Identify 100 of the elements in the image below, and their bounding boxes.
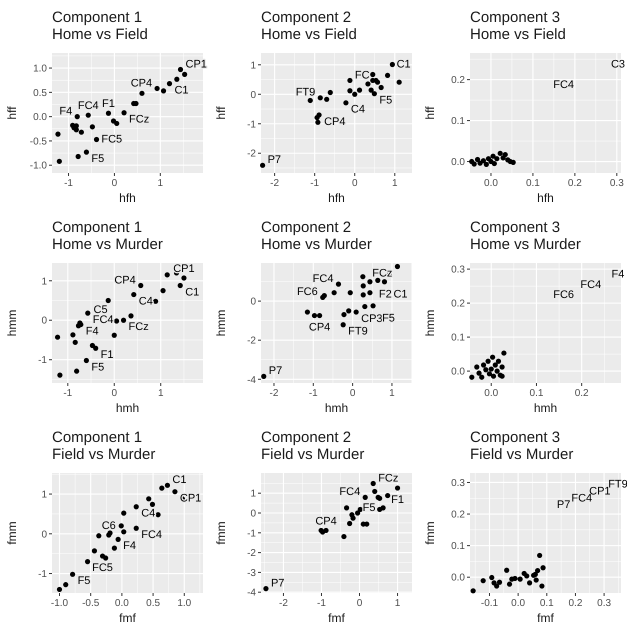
x-tick-label: -1 [63, 388, 73, 399]
point [474, 364, 480, 370]
chart-title: Component 1 Home vs Field [52, 9, 148, 43]
y-axis-title: hff [214, 106, 228, 120]
point [181, 275, 187, 281]
x-tick-label: -1 [64, 178, 74, 189]
y-tick-label: 0 [41, 316, 48, 327]
data-label: C5 [94, 304, 108, 316]
point [485, 358, 491, 364]
point [360, 283, 366, 288]
point [347, 88, 353, 94]
x-tick-label: 0.2 [568, 598, 583, 609]
point [494, 156, 500, 162]
y-tick-label: -2 [247, 336, 256, 347]
x-axis-title: hmh [116, 401, 140, 415]
point [154, 86, 160, 92]
point [112, 546, 117, 551]
point [344, 505, 350, 510]
point [390, 62, 395, 68]
point [55, 132, 61, 137]
y-tick-label: -2 [247, 148, 256, 160]
point [304, 309, 310, 315]
point [70, 572, 76, 577]
point [134, 504, 139, 510]
point [488, 366, 494, 372]
y-tick-label: 0.1 [451, 541, 466, 552]
x-tick-label: 0 [356, 598, 363, 609]
x-tick-label: -1 [317, 598, 326, 609]
point [490, 154, 496, 159]
data-label: F4 [59, 105, 72, 118]
x-axis-title: fmf [537, 611, 554, 625]
point [316, 112, 322, 118]
y-tick-label: -4 [247, 588, 256, 599]
point [360, 292, 366, 298]
point [490, 354, 496, 360]
point [174, 76, 180, 82]
point [365, 81, 371, 87]
point [372, 91, 377, 96]
y-tick-label: 0.2 [451, 298, 466, 310]
point [490, 374, 496, 379]
point [139, 90, 145, 96]
data-label: FC4 [312, 272, 334, 285]
point [315, 120, 320, 125]
data-label: F4 [86, 325, 99, 338]
y-axis-title: fmm [5, 521, 19, 545]
point [84, 358, 89, 364]
data-label: CP4 [114, 274, 136, 286]
x-tick-label: -1.0 [50, 598, 69, 609]
point [94, 136, 100, 142]
x-tick-label: 0 [350, 388, 356, 399]
data-label: F5 [382, 312, 395, 325]
point [116, 536, 121, 542]
x-axis-title: hfh [537, 191, 554, 205]
y-tick-label: -3 [247, 568, 256, 579]
chart-title: Component 2 Home vs Field [261, 9, 357, 43]
y-axis-title: fmm [423, 521, 437, 545]
x-tick-label: -1 [308, 388, 318, 399]
point [70, 332, 76, 338]
point [480, 158, 486, 164]
data-label: FCz [128, 321, 149, 334]
point [263, 586, 269, 592]
point [56, 158, 62, 164]
data-label: F1 [391, 494, 404, 506]
y-tick-label: 0 [250, 90, 256, 101]
point [494, 368, 500, 374]
point [350, 516, 356, 521]
point [354, 309, 359, 315]
annotation: P7 [556, 499, 570, 512]
y-tick-label: 0.0 [451, 366, 466, 378]
point [332, 290, 337, 296]
chart-title: Component 3 Field vs Murder [470, 429, 574, 463]
point [470, 588, 476, 594]
data-label: FC4 [141, 529, 162, 542]
data-label: FC4 [78, 100, 99, 112]
data-label: C1 [396, 58, 411, 70]
point [121, 529, 126, 534]
data-label: CP4 [324, 116, 346, 128]
x-axis-title: hfh [119, 191, 136, 205]
point [78, 130, 84, 135]
data-label: C1 [393, 288, 408, 301]
point [385, 492, 390, 498]
y-tick-label: 0.1 [451, 116, 466, 128]
data-label: FC4 [92, 314, 114, 326]
point [76, 154, 81, 160]
x-axis-title: hmh [534, 401, 558, 415]
point [182, 72, 188, 77]
data-label: C4 [138, 295, 153, 308]
point [312, 312, 318, 318]
point [380, 505, 386, 510]
y-tick-label: 0.0 [33, 112, 48, 124]
x-tick-label: 0.1 [540, 598, 554, 609]
point [367, 279, 373, 284]
point [336, 282, 342, 287]
point [384, 72, 390, 78]
y-tick-label: 1 [41, 276, 48, 288]
point [323, 528, 329, 534]
y-tick-label: -1 [38, 355, 48, 366]
x-tick-label: 0 [352, 178, 358, 189]
y-tick-label: 0.5 [33, 88, 48, 99]
point [131, 292, 136, 298]
